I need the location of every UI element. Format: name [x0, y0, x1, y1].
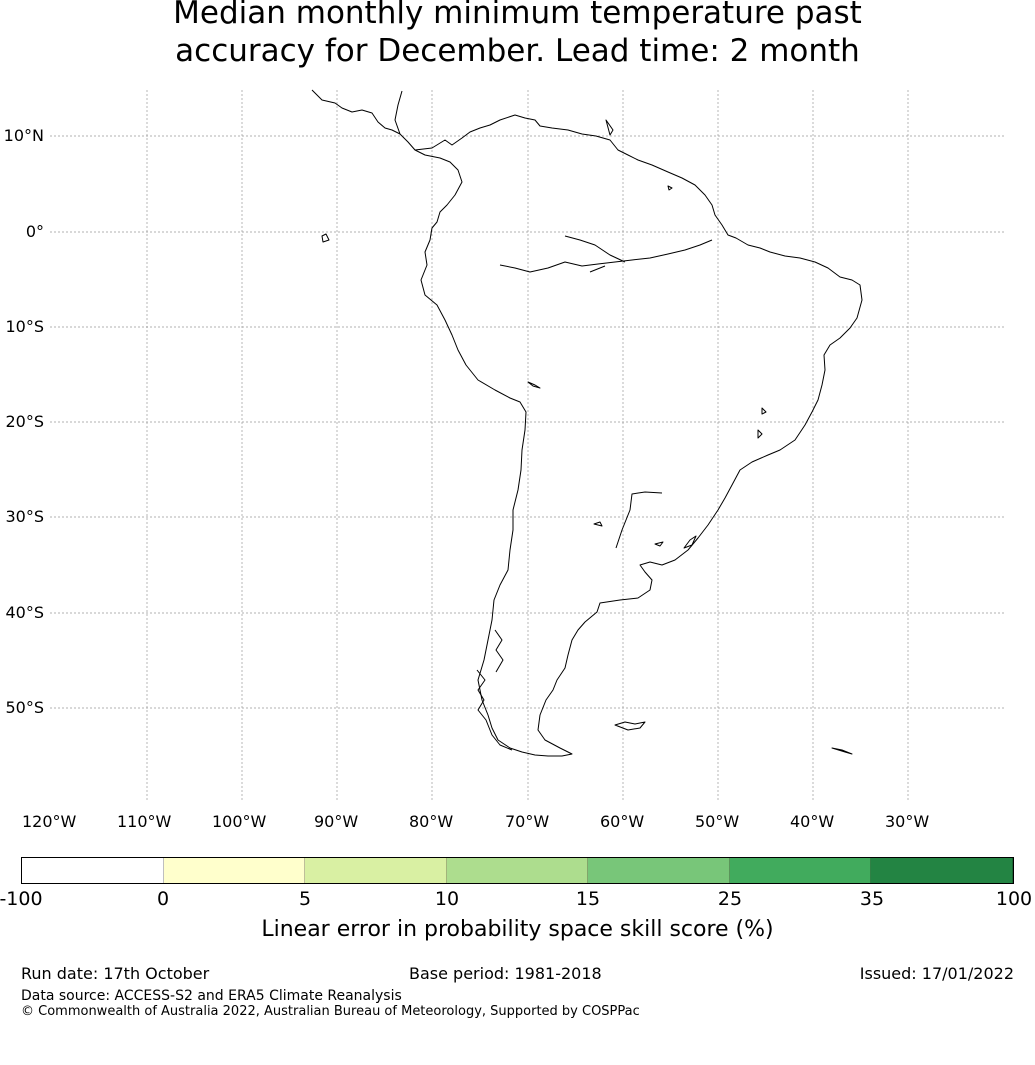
title-line-2: accuracy for December. Lead time: 2 mont… — [175, 33, 860, 69]
lat-label-30s: 30°S — [5, 507, 44, 526]
colorbar-tick: 25 — [717, 888, 743, 910]
coastlines — [311, 89, 863, 757]
colorbar-tick: 0 — [156, 888, 170, 910]
lon-label-70w: 70°W — [505, 812, 550, 831]
south-america-coastline — [311, 89, 863, 757]
colorbar-bin — [163, 858, 306, 883]
copyright: © Commonwealth of Australia 2022, Austra… — [21, 1004, 640, 1019]
lon-label-60w: 60°W — [600, 812, 645, 831]
colorbar-bin — [588, 858, 730, 883]
lake-titicaca — [527, 381, 541, 389]
lon-label-90w: 90°W — [314, 812, 359, 831]
lon-label-40w: 40°W — [790, 812, 835, 831]
trinidad — [605, 119, 614, 136]
lon-label-50w: 50°W — [695, 812, 740, 831]
amazon-river — [499, 235, 713, 273]
galapagos — [321, 233, 330, 243]
colorbar-label: Linear error in probability space skill … — [261, 917, 774, 942]
lat-label-40s: 40°S — [5, 603, 44, 622]
lon-label-100w: 100°W — [212, 812, 267, 831]
falklands — [614, 721, 646, 731]
map-title: Median monthly minimum temperature past … — [0, 0, 1035, 70]
colorbar-tick: 10 — [434, 888, 460, 910]
lat-label-0: 0° — [25, 222, 44, 241]
colorbar — [21, 857, 1014, 884]
run-date: Run date: 17th October — [21, 964, 210, 983]
colorbar-tick: 15 — [575, 888, 601, 910]
colorbar-bin — [446, 858, 589, 883]
colorbar-tick: 35 — [859, 888, 885, 910]
colorbar-bin — [729, 858, 872, 883]
colorbar-tick: 5 — [298, 888, 312, 910]
colorbar-bin — [871, 858, 1013, 883]
issued-date: Issued: 17/01/2022 — [859, 964, 1014, 983]
lon-label-110w: 110°W — [117, 812, 172, 831]
colorbar-bin — [305, 858, 447, 883]
map-svg — [50, 89, 1004, 802]
base-period: Base period: 1981-2018 — [409, 964, 602, 983]
lon-label-80w: 80°W — [409, 812, 454, 831]
lat-label-10n: 10°N — [3, 126, 44, 145]
lon-label-120w: 120°W — [22, 812, 77, 831]
lat-label-20s: 20°S — [5, 412, 44, 431]
lagoa-dos-patos — [683, 535, 697, 549]
south-georgia — [831, 747, 853, 755]
chile-archipelago — [476, 629, 513, 751]
lon-label-30w: 30°W — [885, 812, 930, 831]
title-line-1: Median monthly minimum temperature past — [173, 0, 862, 31]
interior-lakes — [593, 185, 767, 547]
lat-label-50s: 50°S — [5, 698, 44, 717]
map-area[interactable] — [0, 88, 1035, 808]
rio-de-la-plata — [615, 491, 663, 549]
colorbar-tick: -100 — [0, 888, 43, 910]
colorbar-tick: 100 — [995, 888, 1033, 910]
colorbar-bin — [22, 858, 164, 883]
data-source: Data source: ACCESS-S2 and ERA5 Climate … — [21, 988, 402, 1004]
graticule — [50, 90, 1004, 802]
lat-label-10s: 10°S — [5, 317, 44, 336]
